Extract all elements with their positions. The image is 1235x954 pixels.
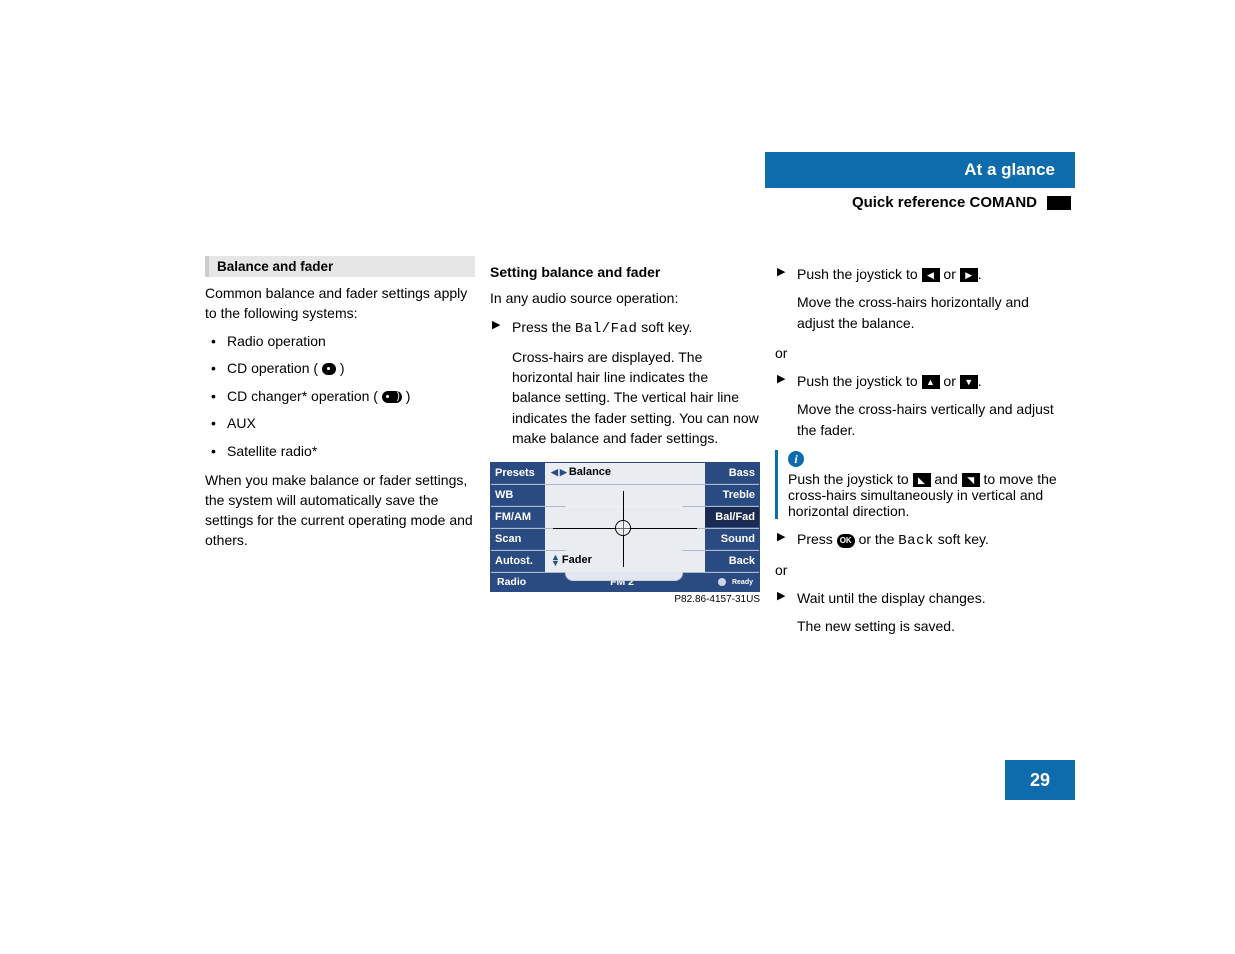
- header-subtitle: Quick reference COMAND: [852, 194, 1037, 211]
- manual-page: At a glance Quick reference COMAND Balan…: [0, 0, 1235, 954]
- text: Push the joystick to: [797, 373, 922, 389]
- text: Press the: [512, 319, 575, 335]
- text: Push the joystick to: [797, 266, 922, 282]
- softkey-wb: WB: [491, 485, 545, 506]
- page-header: At a glance Quick reference COMAND: [765, 152, 1075, 215]
- joystick-down-icon: ▼: [960, 375, 978, 389]
- info-icon: i: [788, 451, 804, 467]
- joystick-right-icon: ▶: [960, 268, 978, 282]
- text: or the: [855, 531, 899, 547]
- list-item: Satellite radio*: [205, 442, 475, 462]
- center-area: ▲ ▼ Fader: [545, 551, 705, 572]
- text: ): [406, 388, 411, 404]
- text: Press: [797, 531, 837, 547]
- joystick-diag2-icon: ◥: [962, 473, 980, 487]
- info-text: Push the joystick to ◣ and ◥ to move the…: [788, 471, 1065, 519]
- softkey-name: Back: [898, 533, 934, 549]
- or-text: or: [775, 560, 1065, 580]
- info-note: i Push the joystick to ◣ and ◥ to move t…: [775, 450, 1065, 519]
- ok-button-icon: OK: [837, 534, 855, 548]
- status-right: Ready: [718, 578, 753, 586]
- softkey-scan: Scan: [491, 529, 545, 550]
- softkey-sound: Sound: [705, 529, 759, 550]
- list-item: CD changer* operation ( ): [205, 387, 475, 407]
- text: soft key.: [637, 319, 692, 335]
- softkey-bass: Bass: [705, 463, 759, 484]
- instruction-step: Press OK or the Back soft key.: [775, 529, 1065, 551]
- joystick-left-icon: ◀: [922, 268, 940, 282]
- text: CD changer* operation (: [227, 388, 378, 404]
- comand-display: Presets ◀ ▶ Balance Bass WB Treble: [490, 462, 760, 592]
- step-body: Move the cross-hairs horizontally and ad…: [775, 292, 1065, 333]
- text: Push the joystick to: [788, 471, 913, 487]
- intro-text: Common balance and fader settings apply …: [205, 283, 475, 324]
- disc-indicator-icon: [718, 578, 726, 586]
- cd-changer-icon: [382, 391, 402, 403]
- systems-list: Radio operation CD operation ( ) CD chan…: [205, 332, 475, 462]
- header-title: At a glance: [765, 152, 1075, 188]
- text: In any audio source operation:: [490, 288, 760, 308]
- instruction-step: Push the joystick to ▲ or ▼.: [775, 371, 1065, 391]
- text: CD operation (: [227, 360, 318, 376]
- text: or: [940, 266, 960, 282]
- balance-label: Balance: [569, 466, 611, 478]
- text: .: [978, 373, 982, 389]
- triangle-down-icon: ▼: [551, 560, 560, 566]
- triangle-right-icon: ▶: [560, 467, 567, 478]
- comand-screenshot-figure: Presets ◀ ▶ Balance Bass WB Treble: [490, 462, 760, 605]
- status-ready: Ready: [732, 579, 753, 586]
- column-2: Setting balance and fader In any audio s…: [490, 256, 760, 605]
- header-subtitle-row: Quick reference COMAND: [765, 188, 1075, 215]
- softkey-treble: Treble: [705, 485, 759, 506]
- page-number: 29: [1005, 760, 1075, 800]
- step-body: Cross-hairs are displayed. The horizonta…: [490, 347, 760, 448]
- softkey-name: Bal/Fad: [575, 321, 637, 337]
- joystick-up-icon: ▲: [922, 375, 940, 389]
- softkey-fmam: FM/AM: [491, 507, 545, 528]
- figure-caption: P82.86-4157-31US: [490, 594, 760, 605]
- subheading: Setting balance and fader: [490, 262, 760, 282]
- cd-icon: [322, 363, 336, 375]
- section-heading: Balance and fader: [205, 256, 475, 277]
- outro-text: When you make balance or fader settings,…: [205, 470, 475, 551]
- column-1: Balance and fader Common balance and fad…: [205, 256, 475, 557]
- triangle-left-icon: ◀: [551, 467, 558, 478]
- text: and: [931, 471, 962, 487]
- status-mode: Radio: [497, 576, 526, 588]
- header-marker-icon: [1047, 196, 1071, 210]
- softkey-presets: Presets: [491, 463, 545, 484]
- text: ): [340, 360, 345, 376]
- step-body: The new setting is saved.: [775, 616, 1065, 636]
- text: .: [978, 266, 982, 282]
- fader-label: Fader: [562, 554, 592, 566]
- softkey-autost: Autost.: [491, 551, 545, 572]
- list-item: CD operation ( ): [205, 359, 475, 379]
- step-body: Move the cross-hairs vertically and adju…: [775, 399, 1065, 440]
- balance-label-row: ◀ ▶ Balance: [551, 466, 611, 478]
- list-item: Radio operation: [205, 332, 475, 352]
- center-area: ◀ ▶ Balance: [545, 463, 705, 484]
- list-item: AUX: [205, 414, 475, 434]
- text: soft key.: [934, 531, 989, 547]
- joystick-diag1-icon: ◣: [913, 473, 931, 487]
- instruction-step: Press the Bal/Fad soft key.: [490, 317, 760, 339]
- column-3: Push the joystick to ◀ or ▶. Move the cr…: [775, 256, 1065, 647]
- instruction-step: Wait until the display changes.: [775, 588, 1065, 608]
- instruction-step: Push the joystick to ◀ or ▶.: [775, 264, 1065, 284]
- softkey-back: Back: [705, 551, 759, 572]
- or-text: or: [775, 343, 1065, 363]
- softkey-balfad: Bal/Fad: [705, 507, 759, 528]
- comand-row: Presets ◀ ▶ Balance Bass: [491, 463, 759, 485]
- fader-label-row: ▲ ▼ Fader: [551, 554, 592, 566]
- text: or: [940, 373, 960, 389]
